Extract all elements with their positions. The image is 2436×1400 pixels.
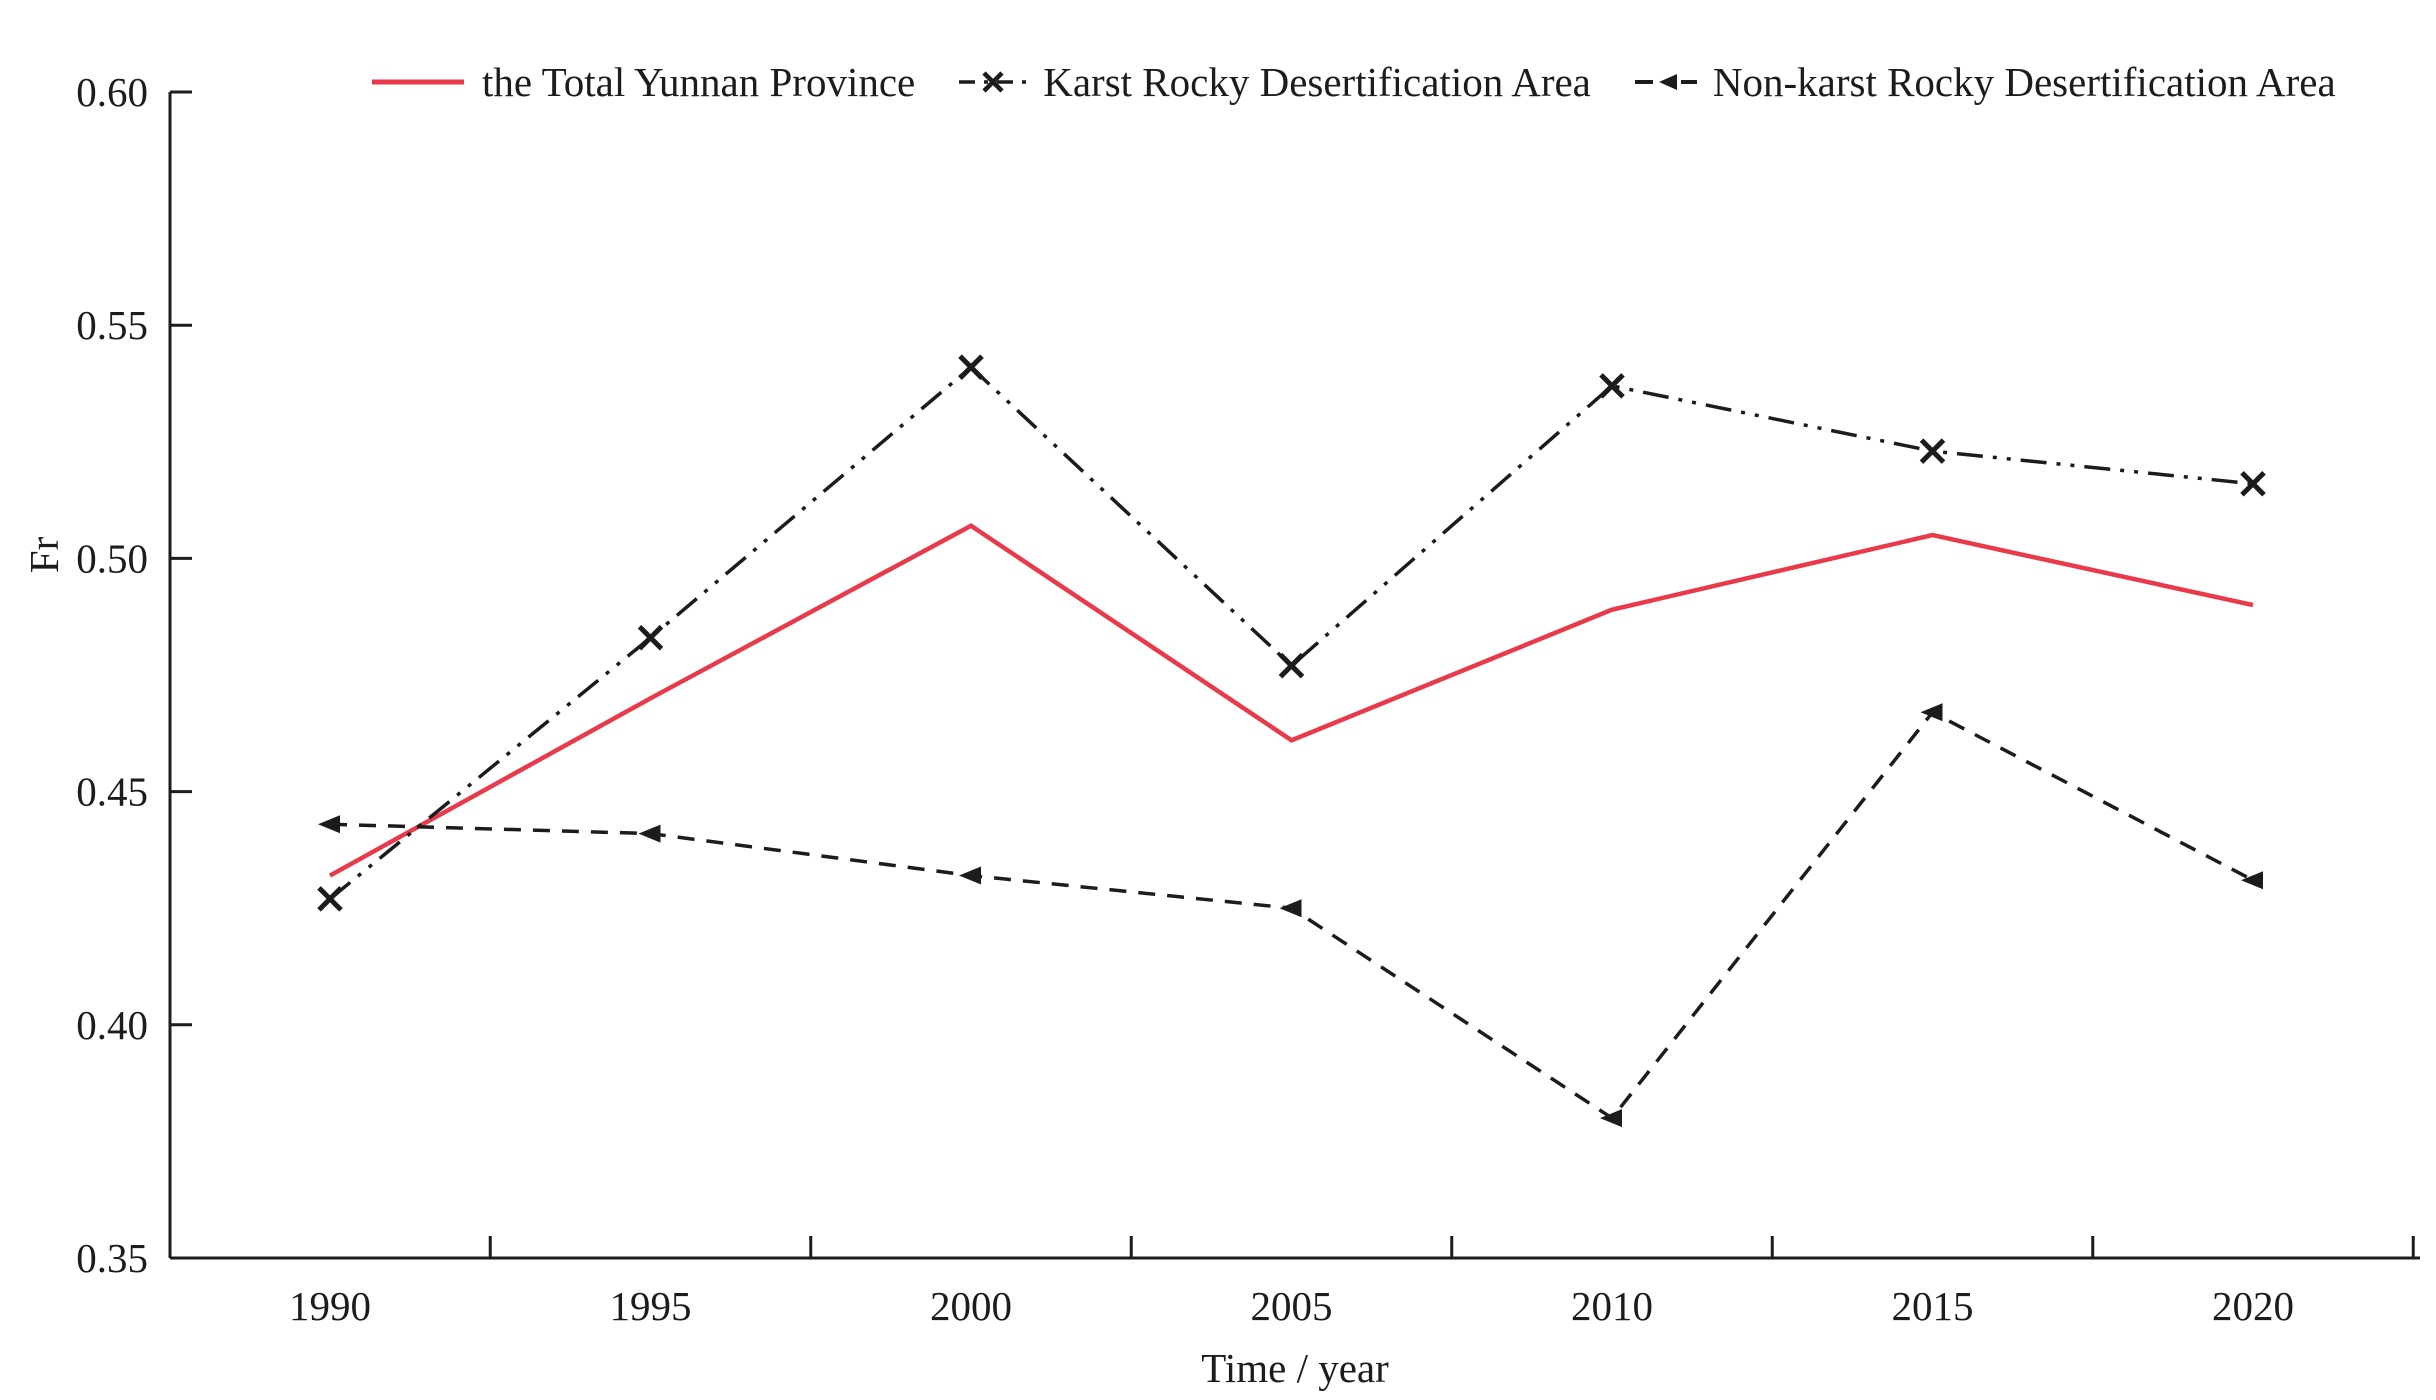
series-line-2: [329, 710, 2254, 1121]
series-marker-left-triangle: [318, 815, 340, 834]
legend-swatch-total-line: [372, 79, 464, 85]
x-tick-label: 2015: [1892, 1283, 1974, 1329]
series-marker-x: [317, 886, 343, 912]
x-tick-label: 2020: [2212, 1283, 2294, 1329]
y-tick-label: 0.50: [76, 535, 148, 581]
legend-item-karst: Karst Rocky Desertification Area: [957, 58, 1591, 105]
legend-item-nonkarst: Non-karst Rocky Desertification Area: [1633, 58, 2336, 105]
series-marker-x: [1919, 438, 1946, 464]
legend-label-total: the Total Yunnan Province: [482, 58, 916, 105]
legend-label-karst: Karst Rocky Desertification Area: [1043, 58, 1591, 105]
series-marker-left-triangle: [1279, 899, 1302, 918]
y-tick-label: 0.40: [76, 1002, 148, 1048]
x-tick-label: 2000: [930, 1283, 1012, 1329]
x-tick-label: 2005: [1251, 1283, 1333, 1329]
series-marker-left-triangle: [1600, 1109, 1622, 1128]
series-marker-x: [2240, 471, 2266, 497]
chart-legend: the Total Yunnan Province Karst Rocky De…: [368, 52, 2336, 112]
series-line-0: [328, 523, 2254, 878]
y-axis-title: Fr: [21, 536, 67, 573]
x-axis-title: Time / year: [1201, 1345, 1389, 1391]
legend-swatch-nonkarst-line: [1634, 74, 1697, 90]
series-marker-left-triangle: [959, 866, 981, 885]
series-line-1: [328, 364, 2254, 901]
y-tick-label: 0.45: [76, 769, 148, 815]
series-marker-x: [637, 624, 664, 651]
x-tick-label: 2010: [1571, 1283, 1653, 1329]
series-marker-left-triangle: [638, 824, 661, 843]
series-marker-left-triangle: [2241, 871, 2263, 890]
y-tick-label: 0.55: [76, 302, 148, 348]
series-marker-left-triangle: [1920, 703, 1943, 722]
legend-item-total: the Total Yunnan Province: [368, 58, 916, 105]
legend-swatch-karst-line: [959, 71, 1028, 93]
series-marker-x: [1278, 652, 1305, 679]
x-tick-label: 1990: [289, 1283, 371, 1329]
y-tick-label: 0.35: [76, 1235, 148, 1281]
series-marker-x: [958, 354, 984, 380]
y-tick-label: 0.60: [76, 69, 148, 115]
x-tick-label: 1995: [610, 1283, 692, 1329]
series-marker-x: [1599, 373, 1625, 399]
legend-label-nonkarst: Non-karst Rocky Desertification Area: [1712, 58, 2336, 105]
